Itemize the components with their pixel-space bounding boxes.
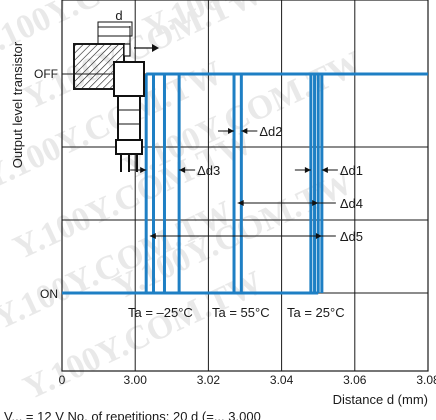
- series-layer: [62, 72, 428, 295]
- arrow-head-icon: [237, 200, 244, 206]
- dim-box: [97, 21, 133, 37]
- x-tick-label: 3.00: [124, 373, 148, 387]
- sensor-head: [113, 61, 145, 97]
- x-tick-label: 3.06: [343, 373, 367, 387]
- sensor-d-label: d: [115, 8, 122, 23]
- arrow-head-icon: [321, 167, 328, 173]
- label-layer: Output level transistor OFF ON 0 3.00 3.02 3.0…: [4, 41, 436, 420]
- arrow-head-icon: [241, 128, 248, 134]
- series-label: Ta = 55°C: [212, 305, 270, 320]
- watermark-layer: Y.100Y.COM.TWY.100Y.COM.TWY.100Y.COM.TWY…: [0, 0, 388, 407]
- annotation-delta-d3: Δd3: [197, 163, 220, 178]
- y-axis-title: Output level transistor: [10, 41, 25, 168]
- x-tick-label: 0: [59, 373, 66, 387]
- x-tick-label: 3.08: [416, 373, 436, 387]
- x-tick-label: 3.04: [270, 373, 294, 387]
- arrow-head-icon: [312, 200, 319, 206]
- annotation-delta-d2: Δd2: [259, 124, 282, 139]
- annotation-delta-d1: Δd1: [340, 163, 363, 178]
- arrow-head-icon: [304, 167, 311, 173]
- arrow-head-icon: [228, 128, 235, 134]
- series-label: Ta = –25°C: [128, 305, 193, 320]
- series-label: Ta = 25°C: [287, 305, 345, 320]
- arrow-head-icon: [149, 233, 156, 239]
- sensor-illustration: d: [73, 8, 159, 172]
- arrow-head-icon: [179, 167, 186, 173]
- y-tick-label-off: OFF: [34, 67, 58, 81]
- arrow-head-icon: [152, 44, 159, 52]
- annotation-layer: Δd2 Δd3 Δd1 Δd4 Δd5: [130, 124, 363, 244]
- footer-conditions: V... = 12 V No. of repetitions: 20 d (=.…: [4, 409, 261, 420]
- sensor-base: [115, 139, 143, 155]
- block-edge: [123, 43, 131, 57]
- sensor-body: [117, 95, 141, 141]
- annotation-delta-d4: Δd4: [340, 196, 363, 211]
- arrow-head-icon: [315, 233, 322, 239]
- arrow-head-icon: [140, 167, 147, 173]
- x-tick-label: 3.02: [197, 373, 221, 387]
- annotation-delta-d5: Δd5: [340, 229, 363, 244]
- x-axis-title: Distance d (mm): [333, 392, 428, 407]
- y-tick-label-on: ON: [40, 287, 58, 301]
